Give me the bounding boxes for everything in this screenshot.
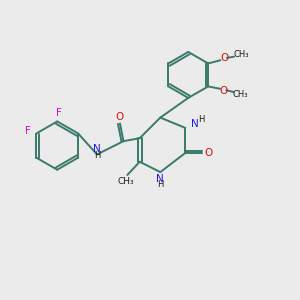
Text: O: O: [220, 52, 228, 62]
Text: H: H: [94, 151, 100, 160]
Text: CH₃: CH₃: [233, 50, 249, 59]
Text: H: H: [157, 180, 164, 189]
Text: F: F: [56, 108, 62, 118]
Text: N: N: [93, 144, 101, 154]
Text: H: H: [198, 115, 205, 124]
Text: N: N: [191, 119, 199, 129]
Text: CH₃: CH₃: [118, 177, 134, 186]
Text: CH₃: CH₃: [233, 90, 248, 99]
Text: N: N: [156, 174, 164, 184]
Text: F: F: [25, 126, 30, 136]
Text: O: O: [116, 112, 124, 122]
Text: O: O: [219, 86, 228, 96]
Text: O: O: [204, 148, 212, 158]
